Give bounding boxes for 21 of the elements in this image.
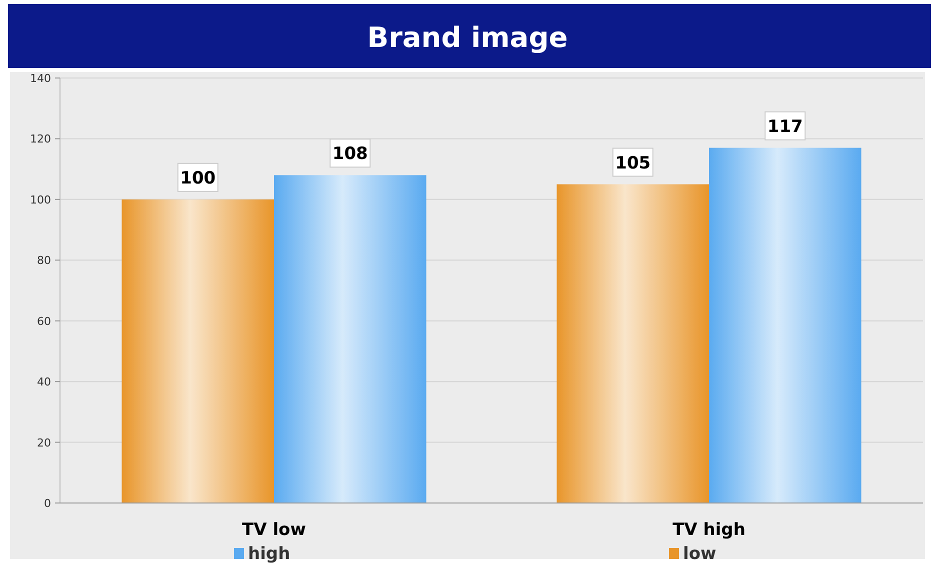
data-label: 105 [615,153,651,174]
x-tick-label: TV high [672,520,746,540]
y-tick-label: 0 [44,497,51,510]
data-label: 108 [332,144,368,164]
legend-label: low [683,544,717,564]
bar [556,184,709,503]
y-tick-label: 20 [37,436,51,450]
data-label: 117 [767,116,803,137]
data-label: 100 [180,168,216,188]
bar [709,148,862,503]
y-tick-label: 140 [30,72,51,85]
bar [274,175,426,503]
y-tick-label: 40 [37,376,51,389]
y-tick-label: 100 [30,193,51,206]
y-tick-label: 80 [37,254,51,268]
bar [122,199,274,503]
y-tick-label: 60 [37,314,51,328]
legend-label: high [248,544,290,564]
chart-title: Brand image [367,21,568,54]
y-tick-label: 120 [30,132,51,146]
x-tick-label: TV low [242,520,306,540]
